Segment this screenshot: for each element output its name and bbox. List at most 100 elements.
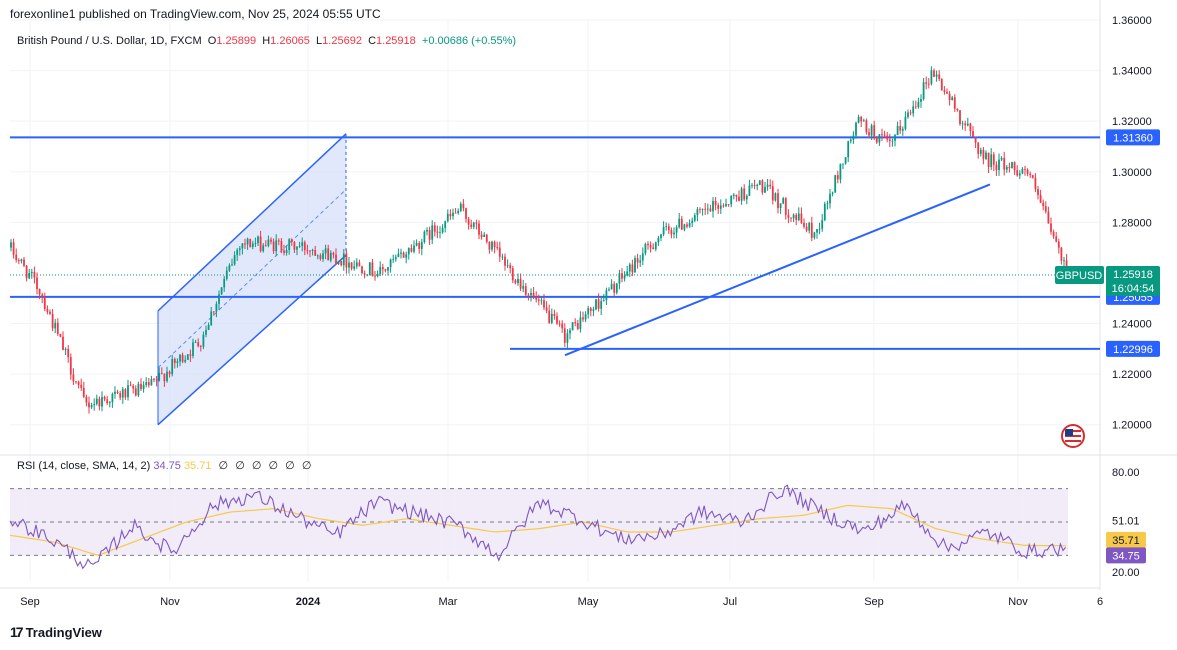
candle <box>582 317 584 320</box>
candle <box>766 184 769 187</box>
candle <box>761 180 764 193</box>
candle <box>706 208 709 210</box>
candle <box>782 198 785 204</box>
candle <box>738 196 740 201</box>
candle <box>166 371 168 382</box>
candle <box>384 269 387 271</box>
candle <box>82 387 85 397</box>
candle <box>480 234 483 238</box>
candle <box>654 242 657 250</box>
candle <box>745 195 748 200</box>
channel-upper-line <box>157 133 347 312</box>
price-tag-label: 1.22996 <box>1113 344 1153 356</box>
candle <box>584 314 587 320</box>
candle <box>862 120 865 122</box>
candle <box>631 264 634 273</box>
candle <box>30 271 33 274</box>
candle <box>956 108 959 111</box>
candle <box>348 262 350 268</box>
candle <box>868 132 870 136</box>
candle <box>998 159 1000 171</box>
candle <box>704 208 707 210</box>
candle <box>160 372 163 374</box>
candle <box>108 402 111 404</box>
candle <box>810 222 813 238</box>
null-glyph: ∅ <box>251 460 262 472</box>
candle <box>641 253 644 261</box>
high-value: 1.26065 <box>270 35 310 47</box>
low-label: L <box>316 35 323 47</box>
candle <box>62 336 64 350</box>
candle <box>147 382 150 386</box>
candle <box>41 294 44 298</box>
last-price-tag <box>1106 266 1160 297</box>
candle <box>394 257 397 260</box>
candle <box>155 379 158 381</box>
candle <box>691 220 694 223</box>
candle <box>75 381 77 383</box>
candle <box>602 300 605 301</box>
candle <box>823 203 826 221</box>
candle <box>561 323 564 329</box>
candle <box>649 245 652 248</box>
candle <box>842 163 844 165</box>
price-axis-label: 1.28000 <box>1112 217 1152 229</box>
candle <box>457 210 460 214</box>
tradingview-logo-icon: 17 <box>10 624 24 640</box>
candle <box>329 252 332 261</box>
candle <box>418 242 421 249</box>
candle <box>402 252 405 258</box>
candle <box>881 134 883 136</box>
candle <box>267 239 270 246</box>
candle <box>813 232 816 238</box>
candle <box>168 371 171 375</box>
candle <box>873 125 876 138</box>
candle <box>652 247 655 250</box>
candle <box>540 300 543 302</box>
candle <box>530 292 532 296</box>
candle <box>69 357 72 375</box>
candle <box>899 126 902 131</box>
candle <box>441 227 444 233</box>
candle <box>254 243 257 244</box>
candle <box>1047 211 1050 224</box>
candle <box>127 385 129 398</box>
candle <box>98 398 101 407</box>
candle <box>220 287 223 295</box>
candle <box>943 90 946 92</box>
candle <box>28 273 31 279</box>
candle <box>946 91 948 94</box>
candle <box>784 198 787 215</box>
candle <box>758 180 761 185</box>
candle <box>262 245 265 252</box>
candle <box>626 271 629 276</box>
candle <box>124 389 127 398</box>
rsi-value-tag-label: 34.75 <box>1112 550 1140 562</box>
candle <box>860 116 863 122</box>
candle <box>907 112 909 117</box>
candle <box>948 93 951 101</box>
candle <box>797 213 800 221</box>
time-axis-label: 2024 <box>296 596 321 608</box>
candle <box>311 249 314 251</box>
candle <box>535 296 538 300</box>
candle <box>371 262 374 276</box>
candle <box>205 329 207 335</box>
time-axis-label: Jul <box>723 596 737 608</box>
candle <box>111 393 114 403</box>
price-tag-label: 1.31360 <box>1113 132 1153 144</box>
candle <box>927 83 930 85</box>
candle <box>363 273 366 275</box>
rsi-value-tag <box>1106 531 1146 548</box>
candle <box>228 265 231 271</box>
candle <box>795 214 798 221</box>
rsi-title: RSI (14, close, SMA, 14, 2) <box>17 460 151 472</box>
tradingview-brand[interactable]: 17 TradingView <box>10 624 102 640</box>
candle <box>1016 170 1019 176</box>
candle <box>467 218 470 225</box>
candle <box>511 268 514 281</box>
candle <box>475 222 478 224</box>
us-flag-icon[interactable] <box>1061 424 1085 448</box>
rsi-sma-legend-value: 35.71 <box>183 460 212 472</box>
candle <box>51 313 54 329</box>
